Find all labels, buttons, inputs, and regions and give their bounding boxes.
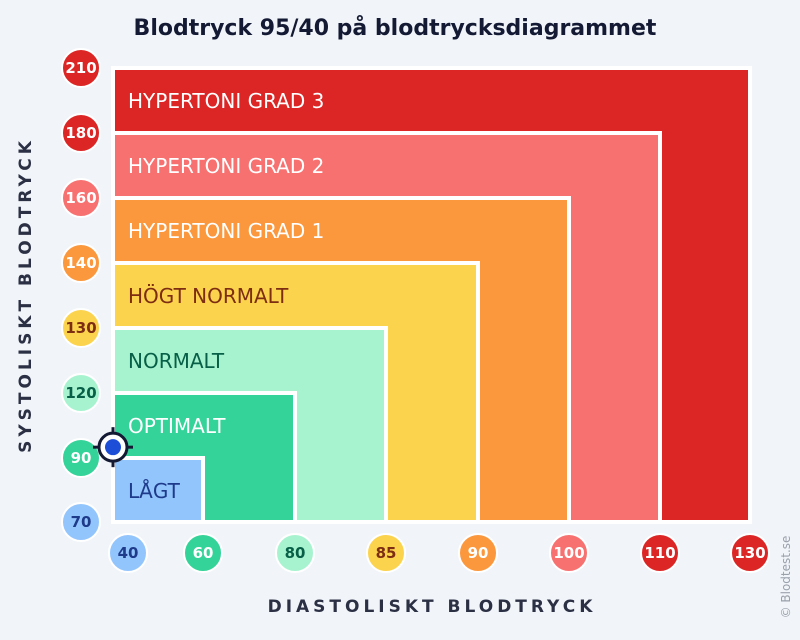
zone-label-0: HYPERTONI GRAD 3 bbox=[128, 89, 324, 113]
zone-label-3: HÖGT NORMALT bbox=[128, 284, 289, 308]
x-tick-label-85: 85 bbox=[376, 544, 397, 562]
y-tick-circle-130 bbox=[61, 308, 101, 348]
credit-text: © Blodtest.se bbox=[779, 536, 793, 619]
x-tick-label-60: 60 bbox=[193, 544, 214, 562]
y-tick-circle-70 bbox=[61, 502, 101, 542]
marker-group bbox=[93, 427, 133, 468]
y-tick-label-90: 90 bbox=[71, 449, 92, 467]
x-tick-circle-40 bbox=[108, 533, 148, 573]
x-ticks-group: 40 60 80 85 90 100 110 130 bbox=[108, 533, 770, 573]
y-tick-circle-160 bbox=[61, 178, 101, 218]
y-tick-label-130: 130 bbox=[65, 319, 96, 337]
x-tick-circle-85 bbox=[366, 533, 406, 573]
y-tick-label-210: 210 bbox=[65, 59, 96, 77]
y-tick-label-70: 70 bbox=[71, 513, 92, 531]
y-tick-circle-180 bbox=[61, 113, 101, 153]
x-tick-circle-100 bbox=[549, 533, 589, 573]
x-tick-label-100: 100 bbox=[553, 544, 584, 562]
x-tick-label-90: 90 bbox=[468, 544, 489, 562]
y-ticks-group: 70 90 120 130 140 160 180 210 bbox=[61, 48, 101, 542]
zone-6 bbox=[111, 456, 205, 524]
zone-label-5: OPTIMALT bbox=[128, 414, 226, 438]
x-tick-label-80: 80 bbox=[285, 544, 306, 562]
y-tick-label-140: 140 bbox=[65, 254, 96, 272]
y-tick-circle-210 bbox=[61, 48, 101, 88]
chart-title: Blodtryck 95/40 på blodtrycksdiagrammet bbox=[134, 15, 657, 41]
y-tick-circle-120 bbox=[61, 373, 101, 413]
zone-label-6: LÅGT bbox=[128, 479, 181, 503]
y-axis-label: SYSTOLISKT BLODTRYCK bbox=[16, 137, 36, 453]
y-tick-circle-140 bbox=[61, 243, 101, 283]
y-tick-circle-90 bbox=[61, 438, 101, 478]
zones-group: HYPERTONI GRAD 3 HYPERTONI GRAD 2 HYPERTON… bbox=[111, 66, 752, 524]
zone-label-1: HYPERTONI GRAD 2 bbox=[128, 154, 324, 178]
y-tick-label-180: 180 bbox=[65, 124, 96, 142]
x-tick-circle-80 bbox=[275, 533, 315, 573]
y-tick-label-160: 160 bbox=[65, 189, 96, 207]
y-tick-label-120: 120 bbox=[65, 384, 96, 402]
x-tick-circle-60 bbox=[183, 533, 223, 573]
x-tick-label-130: 130 bbox=[734, 544, 765, 562]
x-tick-label-40: 40 bbox=[118, 544, 139, 562]
x-axis-label: DIASTOLISKT BLODTRYCK bbox=[268, 597, 597, 617]
x-tick-label-110: 110 bbox=[644, 544, 675, 562]
marker-dot bbox=[105, 439, 121, 456]
x-tick-circle-90 bbox=[458, 533, 498, 573]
x-tick-circle-110 bbox=[640, 533, 680, 573]
zone-label-4: NORMALT bbox=[128, 349, 225, 373]
x-tick-circle-130 bbox=[730, 533, 770, 573]
zone-label-2: HYPERTONI GRAD 1 bbox=[128, 219, 324, 243]
